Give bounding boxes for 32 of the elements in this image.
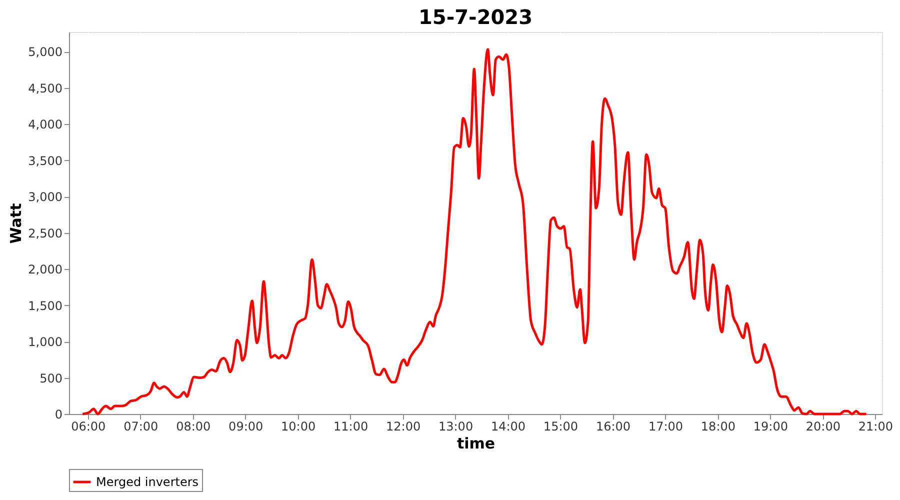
y-tick-label: 1,000 [28, 335, 62, 350]
x-tick-label: 19:00 [753, 420, 788, 434]
x-tick-label: 12:00 [386, 420, 421, 434]
y-tick-label: 4,500 [28, 81, 62, 96]
y-tick-label: 3,500 [28, 154, 62, 168]
y-tick-label: 500 [40, 371, 62, 386]
x-tick-label: 15:00 [543, 420, 578, 434]
y-axis-title: Watt [7, 203, 26, 244]
line-series [81, 48, 868, 416]
legend-label: Merged inverters [96, 475, 199, 489]
y-tick-label: 0 [54, 408, 62, 422]
y-tick-label: 3,000 [28, 190, 62, 204]
x-tick-label: 06:00 [71, 420, 106, 434]
x-tick-label: 18:00 [700, 420, 736, 434]
x-tick-label: 16:00 [596, 420, 631, 434]
y-tick-label: 2,500 [28, 226, 62, 240]
x-tick-label: 21:00 [858, 420, 893, 434]
x-tick-label: 09:00 [228, 420, 264, 434]
chart-title: 15-7-2023 [418, 5, 533, 29]
x-tick-label: 10:00 [281, 420, 316, 434]
x-tick-label: 07:00 [124, 420, 158, 434]
x-tick-label: 13:00 [438, 420, 474, 434]
x-tick-label: 20:00 [806, 420, 840, 434]
x-tick-label: 11:00 [334, 420, 368, 434]
y-tick-label: 2,000 [28, 262, 62, 277]
x-tick-label: 14:00 [490, 420, 526, 434]
y-tick-label: 4,000 [28, 118, 62, 132]
y-tick-label: 1,500 [28, 298, 62, 313]
x-tick-label: 17:00 [648, 420, 684, 434]
x-axis-title: time [456, 434, 496, 452]
x-tick-label: 08:00 [176, 420, 211, 434]
y-tick-label: 5,000 [28, 45, 62, 60]
